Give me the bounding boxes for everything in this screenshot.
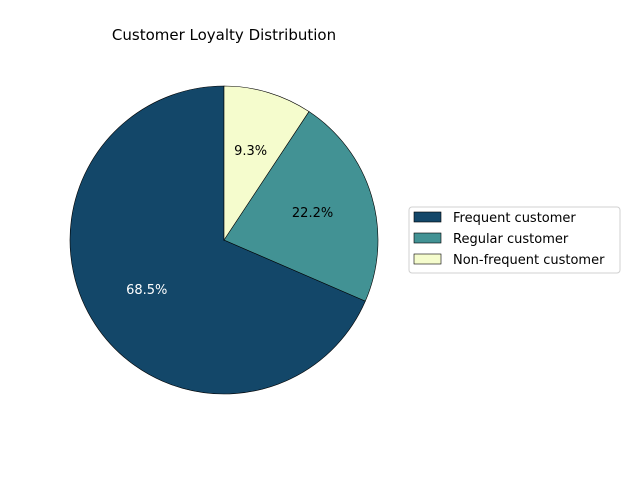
pie-percent-label-non-frequent-customer: 9.3%	[234, 144, 267, 159]
legend-frame	[408, 206, 621, 274]
legend-label-non-frequent-customer: Non-frequent customer	[453, 253, 605, 268]
legend: Frequent customer Regular customer Non-fre…	[408, 206, 621, 274]
pie-percent-label-regular-customer: 22.2%	[292, 206, 333, 221]
legend-label-regular-customer: Regular customer	[453, 232, 569, 247]
pie-slices	[69, 85, 379, 395]
legend-swatch-frequent-customer	[413, 211, 442, 223]
pie-slice-non-frequent-customer	[223, 85, 310, 241]
legend-swatch-regular-customer	[413, 232, 442, 244]
pie-percent-label-frequent-customer: 68.5%	[126, 283, 167, 298]
pie-slice-regular-customer	[223, 111, 379, 302]
legend-swatch-non-frequent-customer	[413, 253, 442, 265]
pie-percent-labels: 68.5% 22.2% 9.3%	[126, 144, 333, 298]
legend-label-frequent-customer: Frequent customer	[453, 211, 576, 226]
pie-slice-frequent-customer	[69, 85, 366, 395]
chart-title: Customer Loyalty Distribution	[112, 26, 336, 44]
